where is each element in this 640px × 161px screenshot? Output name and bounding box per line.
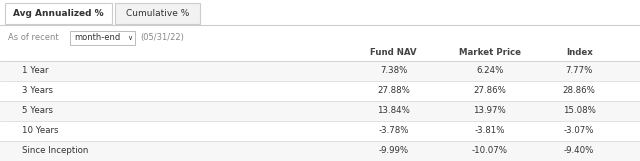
- Bar: [0, 141, 640, 161]
- Text: 3 Years: 3 Years: [22, 86, 53, 95]
- Text: -9.40%: -9.40%: [564, 147, 595, 156]
- Bar: [70, 30, 135, 44]
- Text: (05/31/22): (05/31/22): [140, 33, 184, 42]
- Text: Since Inception: Since Inception: [22, 147, 89, 156]
- Text: Cumulative %: Cumulative %: [126, 9, 189, 18]
- Text: 5 Years: 5 Years: [22, 106, 53, 115]
- Text: -3.78%: -3.78%: [378, 126, 409, 135]
- Text: 1 Year: 1 Year: [22, 66, 49, 75]
- Text: month-end: month-end: [74, 33, 120, 42]
- Text: 13.97%: 13.97%: [473, 106, 506, 115]
- Text: 28.86%: 28.86%: [563, 86, 596, 95]
- Text: Market Price: Market Price: [459, 48, 520, 57]
- Text: Fund NAV: Fund NAV: [371, 48, 417, 57]
- Text: 27.88%: 27.88%: [377, 86, 410, 95]
- Text: -3.07%: -3.07%: [564, 126, 595, 135]
- Bar: [0, 121, 640, 141]
- Bar: [0, 101, 640, 121]
- Text: Index: Index: [566, 48, 593, 57]
- Text: -10.07%: -10.07%: [472, 147, 508, 156]
- Text: 7.77%: 7.77%: [566, 66, 593, 75]
- Bar: [5, 3, 112, 24]
- Text: ∨: ∨: [127, 34, 132, 41]
- Bar: [115, 3, 200, 24]
- Text: 13.84%: 13.84%: [377, 106, 410, 115]
- Bar: [0, 61, 640, 81]
- Text: 15.08%: 15.08%: [563, 106, 596, 115]
- Text: -9.99%: -9.99%: [378, 147, 409, 156]
- Text: 6.24%: 6.24%: [476, 66, 503, 75]
- Text: -3.81%: -3.81%: [474, 126, 505, 135]
- Text: 27.86%: 27.86%: [473, 86, 506, 95]
- Text: 7.38%: 7.38%: [380, 66, 407, 75]
- Text: 10 Years: 10 Years: [22, 126, 59, 135]
- Text: As of recent: As of recent: [8, 33, 59, 42]
- Bar: [0, 81, 640, 101]
- Text: Avg Annualized %: Avg Annualized %: [13, 9, 104, 18]
